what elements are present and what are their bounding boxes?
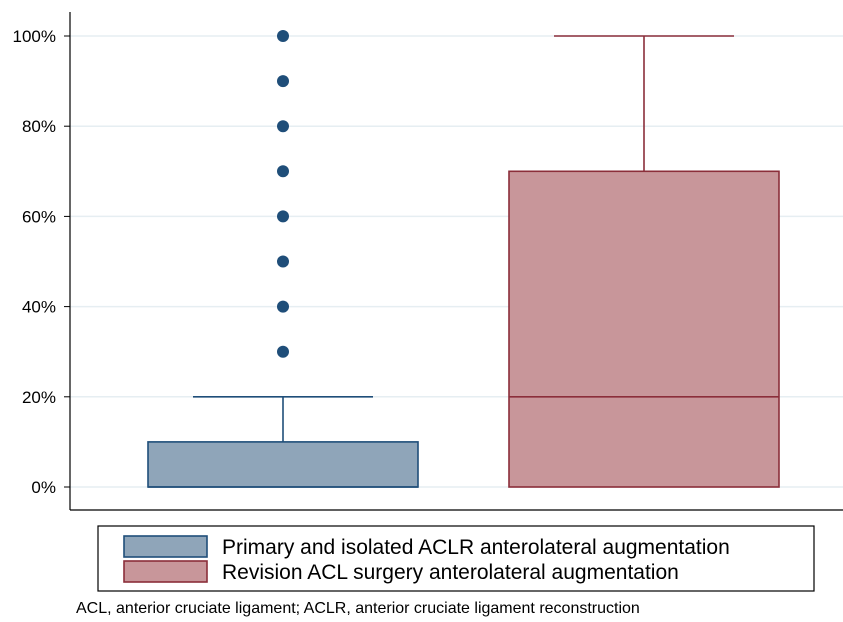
y-tick-label: 100% [13,27,56,46]
y-tick-label: 80% [22,117,56,136]
legend: Primary and isolated ACLR anterolateral … [97,525,815,592]
legend-label: Revision ACL surgery anterolateral augme… [222,561,679,584]
y-tick-label: 60% [22,207,56,226]
outlier-point [277,75,289,88]
box-plot-chart: 0% 20% 40% 60% 80% 100% Primary and isolated … [13,12,843,592]
outlier-point [277,120,289,133]
box [147,441,419,488]
outlier-point [277,300,289,313]
boxes [147,30,780,488]
box-group [147,30,419,488]
legend-swatch [123,535,208,558]
outlier-point [277,255,289,268]
y-tick-label: 40% [22,298,56,317]
outlier-point [277,165,289,178]
legend-box [97,525,815,592]
outlier-point [277,210,289,223]
y-tick-label: 0% [31,478,56,497]
legend-label: Primary and isolated ACLR anterolateral … [222,536,730,559]
outlier-point [277,345,289,358]
y-tick-label: 20% [22,388,56,407]
footnote: ACL, anterior cruciate ligament; ACLR, a… [76,600,640,617]
box [508,170,780,488]
legend-swatch [123,560,208,583]
box-group [508,35,780,488]
axes: 0% 20% 40% 60% 80% 100% [13,12,843,511]
outlier-point [277,30,289,42]
